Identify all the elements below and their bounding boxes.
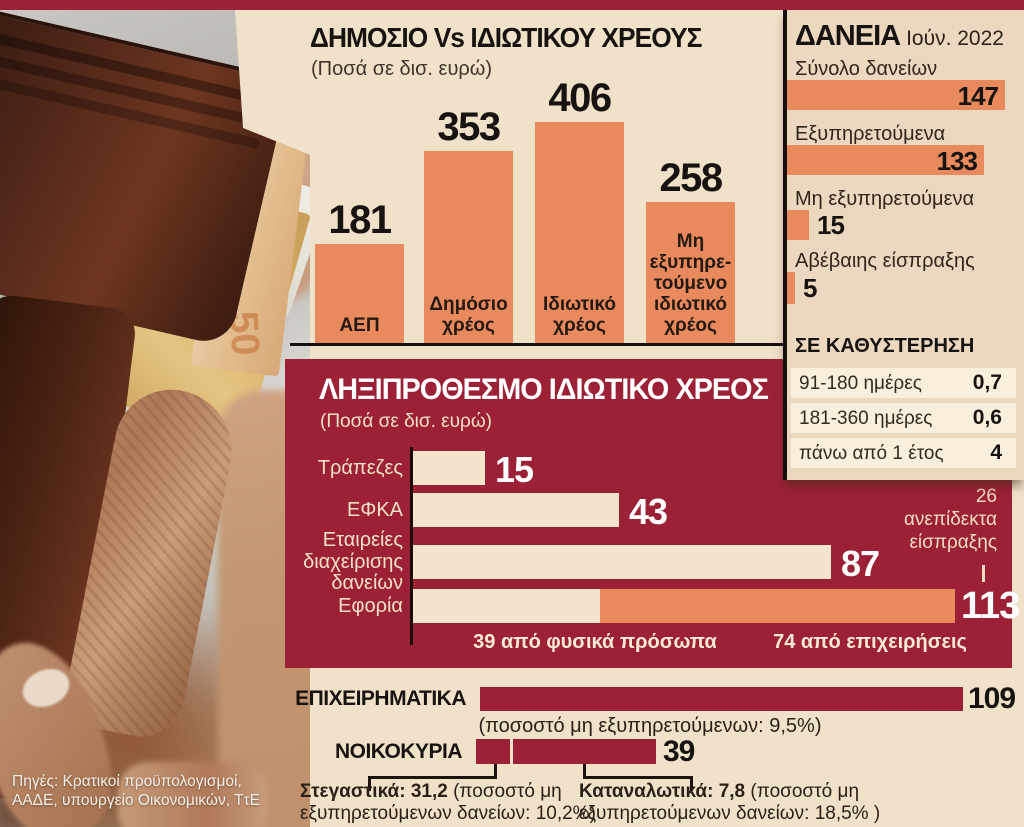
- overdue-table-title: ΣΕ ΚΑΘΥΣΤΕΡΗΣΗ: [795, 335, 975, 357]
- value-banks: 15: [495, 449, 534, 490]
- bar-value-aep: 181: [328, 198, 392, 242]
- value-loan-servicers: 87: [841, 543, 880, 584]
- bar-banks: [413, 451, 485, 485]
- loans-value-npl: 15: [817, 210, 845, 240]
- overdue-private-title: ΛΗΞΙΠΡΟΘΕΣΜΟ ΙΔΙΩΤΙΚΟ ΧΡΕΟΣ: [319, 373, 769, 406]
- bar-label-aep: ΑΕΠ: [339, 315, 380, 336]
- bar-aep: ΑΕΠ: [315, 244, 404, 343]
- loans-panel-header: ΔΑΝΕΙΑ Ιούν. 2022: [795, 20, 1004, 53]
- overdue-label-91-180: 91-180 ημέρες: [799, 373, 922, 394]
- bar-private-debt: Ιδιωτικό χρέος: [535, 122, 624, 343]
- value-efka: 43: [629, 491, 668, 532]
- row-label-loan-servicers: Εταιρείες διαχείρισης δανείων: [303, 529, 403, 594]
- sources-line-2: ΑΑΔΕ, υπουργείο Οικονομικών, ΤτΕ: [12, 792, 260, 809]
- bar-tax-office-individuals: [413, 589, 600, 623]
- loans-value-total: 147: [957, 81, 999, 111]
- bar-npl-private-debt: Μη εξυπηρε- τούμενο ιδιωτικό χρέος: [646, 202, 735, 343]
- row-label-efka: ΕΦΚΑ: [347, 499, 403, 521]
- sources-note: Πηγές: Κρατικοί προϋπολογισμοί, ΑΑΔΕ, υπ…: [12, 772, 260, 810]
- bar-value-public-debt: 353: [437, 105, 501, 149]
- bar-tax-office-businesses: [600, 589, 955, 623]
- overdue-row-91-180: 91-180 ημέρες 0,7: [791, 368, 1016, 398]
- bar-label-npl-private-debt: Μη εξυπηρε- τούμενο ιδιωτικό χρέος: [649, 231, 732, 336]
- bracket-mortgage-stub-down: [368, 779, 371, 791]
- mortgage-caption-bold: Στεγαστικά: 31,2: [300, 781, 448, 802]
- row-label-banks: Τράπεζες: [317, 457, 403, 479]
- loans-bar-uncertain: [787, 272, 795, 304]
- loans-title: ΔΑΝΕΙΑ: [795, 20, 901, 52]
- business-value: 109: [968, 682, 1016, 715]
- bracket-consumer-stub-down: [690, 779, 693, 791]
- value-tax-office: 113: [961, 585, 1020, 627]
- public-vs-private-title: ΔΗΜΟΣΙΟ Vs ΙΔΙΩΤΙΚΟΥ ΧΡΕΟΥΣ: [310, 22, 702, 53]
- caption-businesses: 74 από επιχειρήσεις: [773, 631, 967, 653]
- bar-value-npl-private-debt: 258: [659, 156, 723, 200]
- consumer-caption: Καταναλωτικά: 7,8 (ποσοστό μη εξυπηρετού…: [579, 781, 909, 825]
- overdue-row-over-1-year: πάνω από 1 έτος 4: [791, 438, 1016, 468]
- overdue-value-over-1-year: 4: [990, 441, 1002, 464]
- overdue-value-181-360: 0,6: [972, 406, 1002, 429]
- business-label: ΕΠΙΧΕΙΡΗΜΑΤΙΚΑ: [295, 687, 466, 710]
- caption-individuals: 39 από φυσικά πρόσωπα: [473, 631, 717, 653]
- households-value: 39: [663, 735, 695, 768]
- households-bar-mortgage: [476, 739, 510, 764]
- bar-label-public-debt: Δημόσιο χρέος: [429, 294, 508, 336]
- bar-chart-baseline: [290, 343, 786, 346]
- loans-row-label-performing: Εξυπηρετούμενα: [795, 123, 946, 145]
- fingers-bottom: [118, 762, 268, 827]
- mortgage-caption: Στεγαστικά: 31,2 (ποσοστό μη εξυπηρετούμ…: [300, 781, 608, 825]
- loans-row-label-total: Σύνολο δανείων: [795, 58, 938, 80]
- overdue-value-91-180: 0,7: [972, 371, 1002, 394]
- axis-line: [410, 447, 413, 645]
- overdue-label-over-1-year: πάνω από 1 έτος: [799, 443, 944, 464]
- business-npl-note: (ποσοστό μη εξυπηρετούμενων: 9,5%): [478, 715, 822, 737]
- public-vs-private-subtitle: (Ποσά σε δισ. ευρώ): [311, 58, 493, 80]
- bracket-mortgage-stub-up: [494, 764, 497, 778]
- bar-efka: [413, 493, 619, 527]
- loans-row-label-npl: Μη εξυπηρετούμενα: [795, 188, 975, 210]
- loans-value-uncertain: 5: [803, 273, 818, 303]
- loans-bar-npl: [787, 210, 809, 240]
- bracket-consumer-stub-up: [583, 764, 586, 778]
- wallet-euro-photo: 50 50 00 50: [0, 10, 310, 827]
- loans-date: Ιούν. 2022: [906, 27, 1004, 50]
- loans-value-performing: 133: [936, 146, 978, 176]
- loans-row-label-uncertain: Αβέβαιης είσπραξης: [795, 250, 975, 272]
- bar-public-debt: Δημόσιο χρέος: [424, 151, 513, 343]
- loans-bar-total: 147: [787, 80, 1005, 111]
- bar-label-private-debt: Ιδιωτικό χρέος: [543, 294, 616, 336]
- uncollectible-annotation: 26 ανεπίδεκτα είσπραξης: [903, 486, 997, 553]
- bar-loan-servicers: [413, 545, 831, 579]
- consumer-caption-bold: Καταναλωτικά: 7,8: [579, 781, 746, 802]
- households-label: ΝΟΙΚΟΚΥΡΙΑ: [334, 740, 463, 763]
- bracket-mortgage-line: [368, 776, 497, 779]
- households-bar-consumer: [513, 739, 656, 764]
- bar-value-private-debt: 406: [548, 76, 612, 120]
- mortgage-caption-rest: (ποσοστό μη εξυπηρετούμενων δανείων: 10,…: [300, 781, 596, 824]
- row-label-tax-office: Εφορία: [338, 595, 403, 617]
- loans-panel: ΔΑΝΕΙΑ Ιούν. 2022 Σύνολο δανείων 147 Εξυπ…: [783, 10, 1024, 480]
- top-red-strip: [0, 0, 1024, 10]
- business-bar: [480, 687, 963, 711]
- loans-bar-performing: 133: [787, 145, 984, 176]
- overdue-row-181-360: 181-360 ημέρες 0,6: [791, 403, 1016, 433]
- bracket-consumer-line: [583, 776, 693, 779]
- overdue-private-subtitle: (Ποσά σε δισ. ευρώ): [320, 411, 492, 432]
- overdue-label-181-360: 181-360 ημέρες: [799, 408, 933, 429]
- sources-line-1: Πηγές: Κρατικοί προϋπολογισμοί,: [12, 773, 242, 790]
- consumer-caption-rest: (ποσοστό μη εξυπηρετούμενων δανείων: 18,…: [579, 781, 881, 824]
- uncollectible-pointer-tick: [982, 565, 985, 582]
